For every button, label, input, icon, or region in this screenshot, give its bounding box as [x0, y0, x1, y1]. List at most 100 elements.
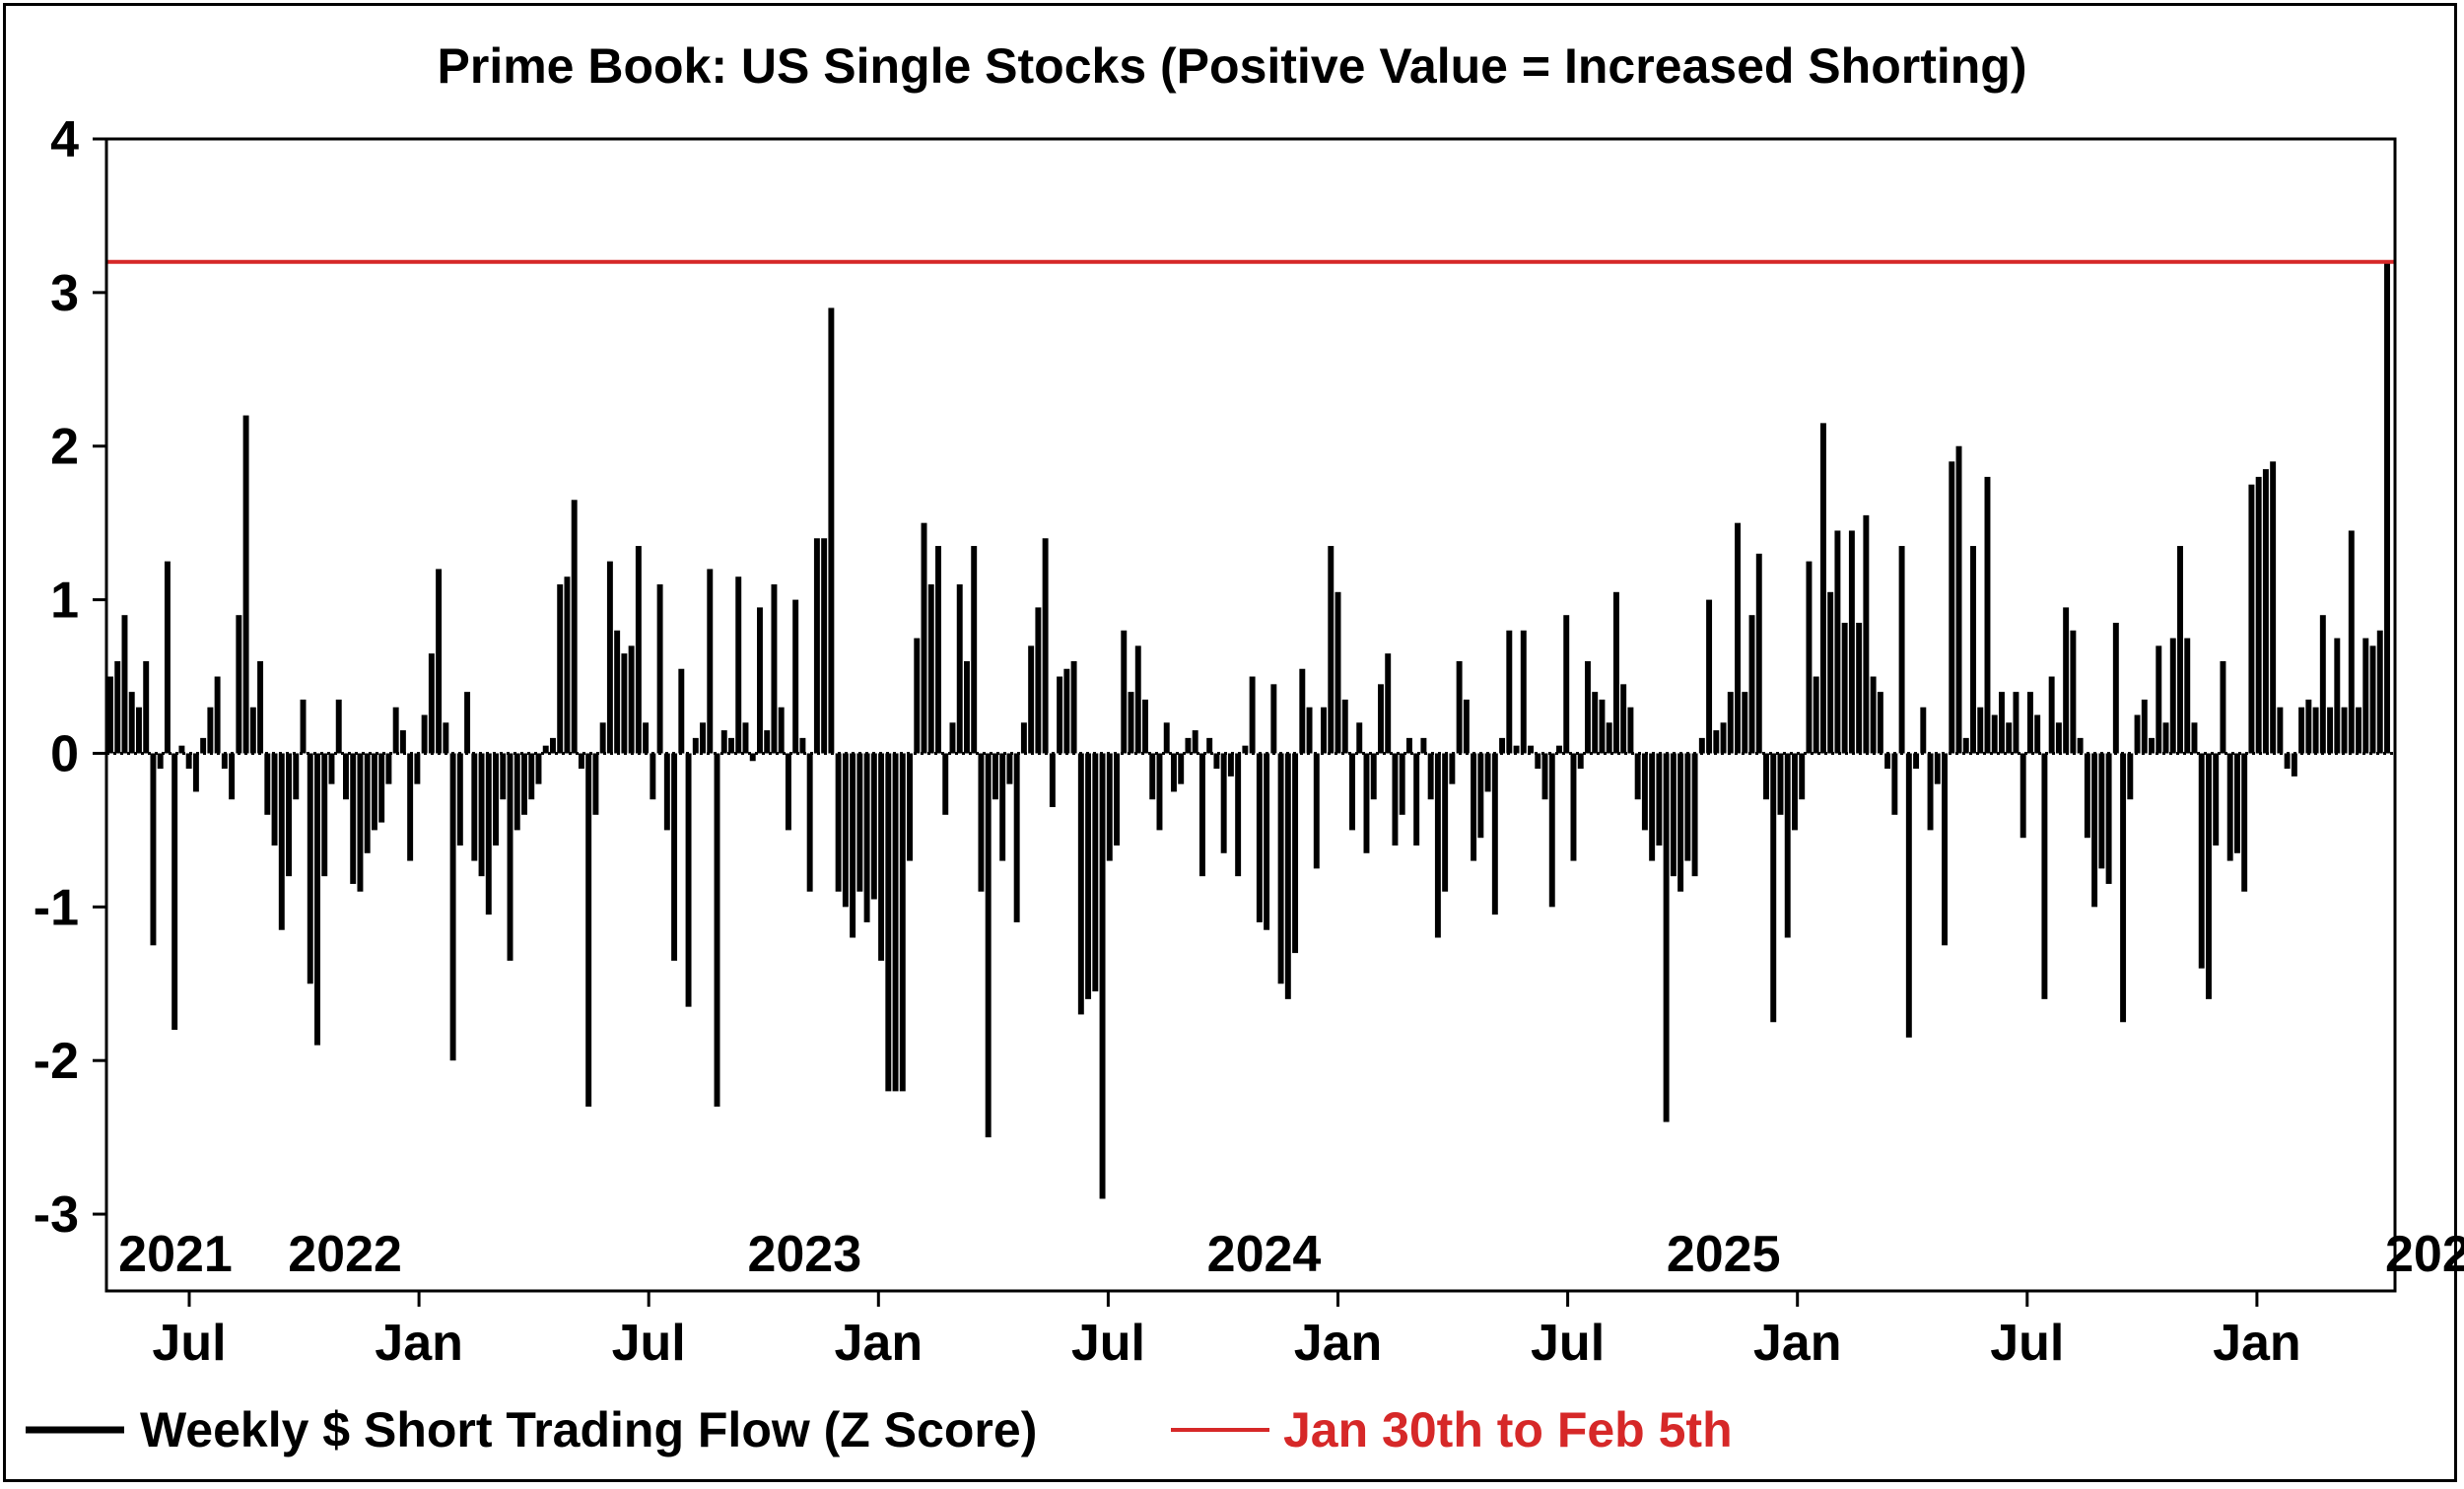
bar [2198, 753, 2205, 969]
bar [2248, 484, 2255, 754]
bar [1249, 676, 1256, 754]
bar [1691, 753, 1698, 877]
year-label: 2022 [288, 1226, 402, 1283]
bar [1363, 753, 1370, 853]
bar [414, 753, 421, 784]
bar [1755, 553, 1762, 754]
bar [850, 753, 856, 938]
bar [1927, 753, 1934, 831]
bar [535, 753, 542, 784]
bar [1877, 692, 1883, 754]
bar [2376, 630, 2383, 754]
bar [2091, 753, 2098, 908]
bar [2384, 261, 2390, 754]
x-tick-label: Jul [1990, 1315, 2064, 1372]
bar [1748, 615, 1755, 754]
bar [1528, 745, 1535, 754]
bar [1541, 753, 1548, 800]
bar [1270, 684, 1277, 754]
bar [1819, 423, 1826, 754]
bar [1185, 737, 1192, 754]
bar [927, 584, 934, 754]
bar [2241, 753, 2248, 892]
bar [1706, 599, 1713, 754]
legend-label-reference: Jan 30th to Feb 5th [1283, 1402, 1733, 1457]
y-tick-label: -3 [34, 1186, 79, 1244]
bar [964, 660, 970, 754]
bar [1585, 660, 1591, 754]
x-tick-label: Jan [375, 1315, 463, 1372]
bar [1913, 753, 1920, 770]
bar [1955, 445, 1962, 754]
bar [478, 753, 485, 877]
bar [2120, 753, 2127, 1023]
year-label: 2021 [118, 1226, 233, 1283]
bar [2127, 753, 2134, 800]
bar [357, 753, 364, 892]
bar [1427, 753, 1434, 800]
bar [2341, 707, 2348, 754]
bar [1114, 753, 1121, 846]
bar [229, 753, 236, 800]
bar [942, 753, 949, 815]
bar [1784, 753, 1791, 938]
y-axis: 4 3 2 1 0 -1 -2 -3 [34, 111, 106, 1244]
bar [1905, 753, 1912, 1038]
bar [1535, 753, 1541, 770]
bar [2334, 638, 2341, 754]
bar [521, 753, 527, 815]
bar [557, 584, 564, 754]
bar [1399, 753, 1405, 815]
bar-group [107, 261, 2390, 1199]
bar [1891, 753, 1898, 815]
bar [921, 522, 927, 754]
bar [2213, 753, 2220, 846]
bar [107, 676, 113, 754]
bar [685, 753, 692, 1007]
bar [1349, 753, 1355, 831]
bar [692, 737, 699, 754]
bar [150, 753, 157, 946]
bar [1099, 753, 1106, 1199]
bar [2348, 530, 2355, 754]
bar [2149, 737, 2156, 754]
bar [2362, 638, 2369, 754]
x-tick-label: Jul [152, 1315, 226, 1372]
bar [1328, 546, 1335, 754]
bar [621, 653, 628, 754]
bar [2270, 461, 2277, 754]
bar [2220, 660, 2226, 754]
bar [464, 692, 471, 754]
bar [428, 653, 435, 754]
bar [835, 753, 842, 892]
bar [286, 753, 293, 877]
bar [528, 753, 535, 800]
bar [2284, 753, 2291, 770]
y-tick-label: 0 [50, 725, 79, 782]
bar [1063, 668, 1070, 754]
bar [1520, 630, 1527, 754]
bar [2277, 707, 2284, 754]
bar [1792, 753, 1798, 831]
bar [885, 753, 892, 1092]
bar [578, 753, 584, 770]
bar [1592, 692, 1599, 754]
bar [157, 753, 164, 770]
bar [1292, 753, 1299, 954]
bar [700, 722, 707, 754]
bar [2134, 714, 2141, 754]
bar [1898, 546, 1905, 754]
bar [449, 753, 456, 1061]
bar [1335, 591, 1341, 754]
x-tick-label: Jan [1294, 1315, 1383, 1372]
bar [1313, 753, 1320, 869]
year-label: 2023 [747, 1226, 861, 1283]
bar [2156, 645, 2162, 754]
bar [1848, 530, 1855, 754]
bar [585, 753, 592, 1107]
bar [1920, 707, 1927, 754]
bar [314, 753, 320, 1046]
bar [1077, 753, 1084, 1015]
bar [1192, 730, 1198, 754]
bar [735, 576, 742, 754]
